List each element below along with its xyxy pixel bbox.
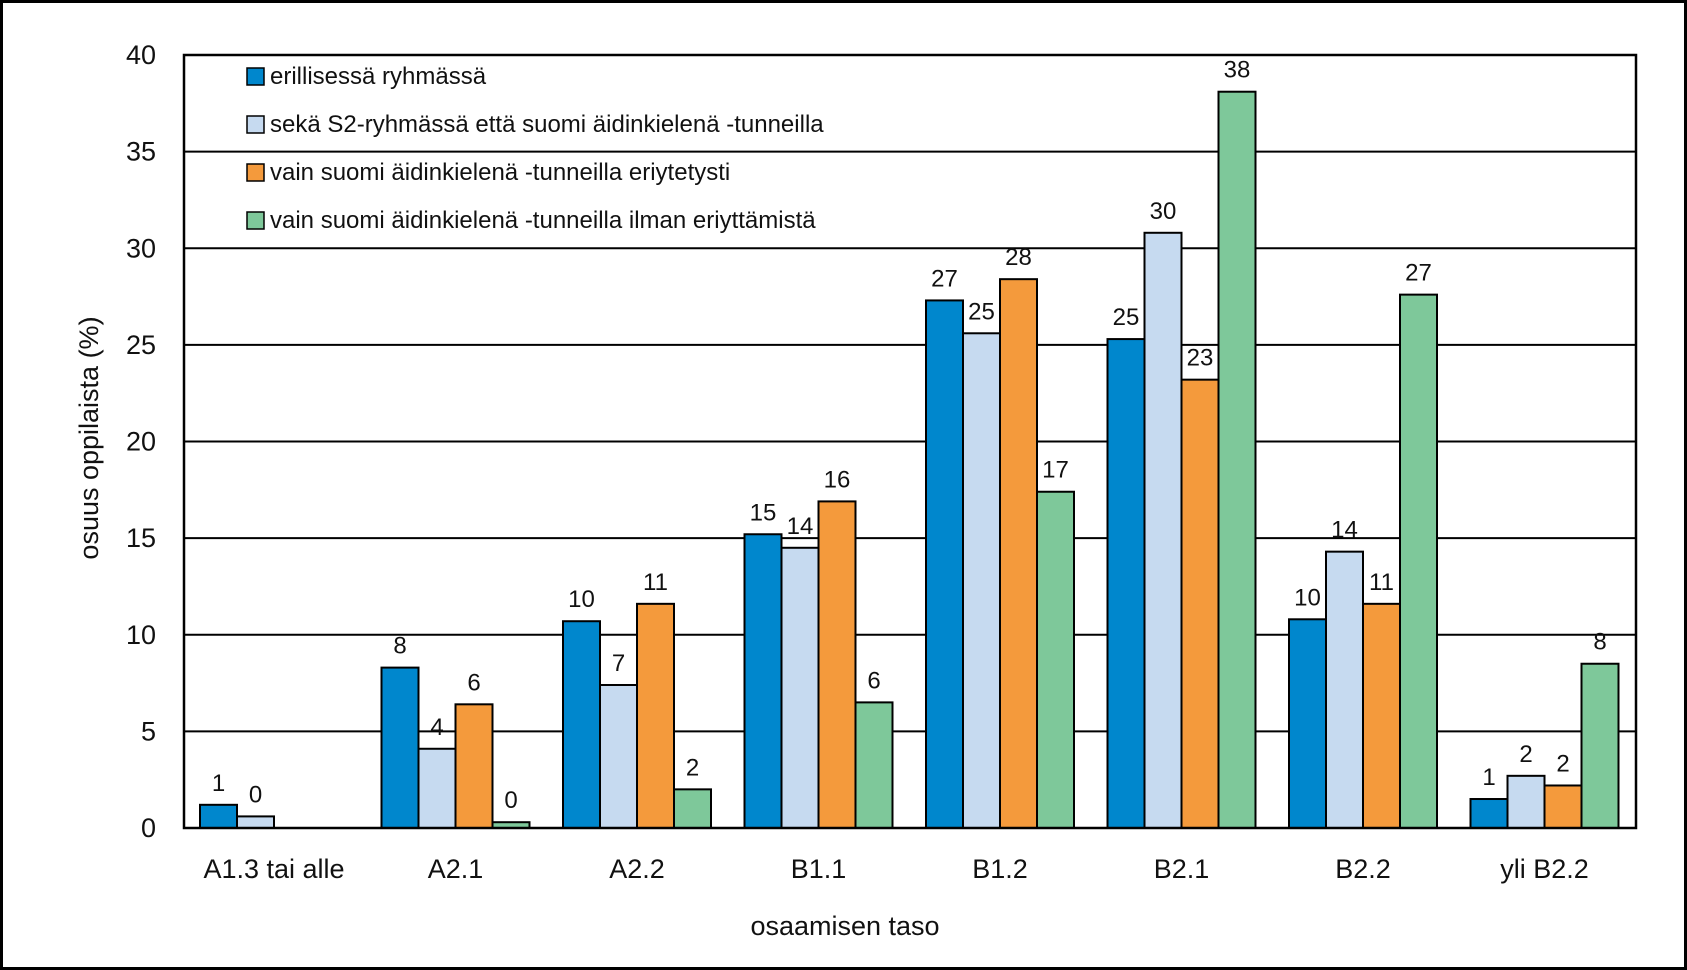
data-label: 1 [212, 770, 225, 797]
y-tick-label: 10 [126, 620, 156, 650]
data-label: 10 [1294, 584, 1321, 611]
data-label: 28 [1005, 244, 1032, 271]
y-tick-label: 35 [126, 137, 156, 167]
x-axis-categories: A1.3 tai alle A2.1 A2.2 B1.1 B1.2 B2.1 B2.2 yli… [203, 854, 1588, 884]
x-tick-label: A2.2 [609, 854, 665, 884]
data-label: 1 [1482, 764, 1495, 791]
x-tick-label: yli B2.2 [1500, 854, 1589, 884]
bar [1180, 378, 1220, 829]
data-label: 4 [430, 714, 443, 741]
bar [962, 332, 1001, 829]
y-tick-label: 0 [141, 813, 156, 843]
bar [1469, 798, 1509, 830]
data-label: 2 [686, 754, 699, 781]
bar [599, 683, 638, 829]
x-tick-label: B1.1 [791, 854, 847, 884]
legend-label: sekä S2-ryhmässä että suomi äidinkielenä… [270, 111, 824, 138]
data-labels: 1 084601071121514166272528172530233810141… [212, 57, 1607, 814]
y-tick-label: 25 [126, 330, 156, 360]
data-label: 15 [750, 499, 777, 526]
bar [562, 620, 601, 829]
data-label: 25 [968, 298, 995, 325]
bar [380, 666, 420, 829]
bar [673, 788, 712, 829]
bar [854, 701, 894, 830]
x-tick-label: A1.3 tai alle [203, 854, 344, 884]
x-tick-label: A2.1 [428, 854, 484, 884]
bar [1399, 293, 1438, 829]
x-axis-title: osaamisen taso [750, 911, 939, 941]
legend: erillisessä ryhmässä sekä S2-ryhmässä ett… [246, 63, 824, 234]
data-label: 17 [1042, 457, 1069, 484]
data-label: 2 [1519, 741, 1532, 768]
y-tick-label: 40 [126, 40, 156, 70]
data-label: 0 [504, 787, 517, 814]
legend-swatch [246, 211, 265, 230]
bar [1036, 490, 1075, 829]
bar [925, 299, 964, 829]
data-label: 27 [1405, 260, 1432, 287]
y-tick-label: 5 [141, 716, 156, 746]
bar [454, 703, 494, 830]
data-label: 8 [1593, 629, 1606, 656]
data-label: 38 [1224, 57, 1251, 84]
bar [1580, 662, 1620, 829]
data-label: 7 [612, 650, 625, 677]
data-label: 25 [1113, 304, 1140, 331]
legend-swatch [246, 115, 265, 134]
data-label: 10 [568, 586, 595, 613]
data-label: 23 [1187, 345, 1214, 372]
legend-label: erillisessä ryhmässä [270, 63, 487, 90]
bar [1288, 618, 1327, 829]
bar [636, 602, 675, 830]
y-axis-title: osuus oppilaista (%) [74, 316, 104, 559]
bar [780, 546, 820, 829]
bars [199, 90, 1620, 830]
data-label: 6 [867, 667, 880, 694]
data-label: 30 [1150, 198, 1177, 225]
legend-swatch [246, 163, 265, 182]
legend-swatch [246, 67, 265, 86]
data-label: 6 [467, 669, 480, 696]
y-tick-label: 15 [126, 523, 156, 553]
data-label: 11 [1369, 569, 1394, 596]
y-axis-ticks: 0 5 10 15 20 25 30 35 40 [126, 40, 156, 843]
bar [417, 747, 457, 830]
data-label: 27 [931, 265, 958, 292]
bar [1325, 550, 1364, 830]
data-label: 0 [249, 781, 262, 808]
data-label: 16 [824, 466, 851, 493]
bar [743, 533, 783, 829]
bar [1543, 784, 1583, 829]
data-label: 14 [787, 513, 814, 540]
bar [199, 803, 238, 829]
bar [1106, 338, 1146, 829]
bar [1143, 231, 1183, 830]
legend-label: vain suomi äidinkielenä -tunneilla ilman… [270, 207, 816, 234]
legend-label: vain suomi äidinkielenä -tunneilla eriyt… [270, 159, 730, 186]
bar [817, 500, 857, 829]
x-tick-label: B2.2 [1335, 854, 1391, 884]
data-label: 2 [1556, 750, 1569, 777]
bar [1362, 602, 1401, 830]
bar [1506, 774, 1546, 830]
data-label: 14 [1331, 517, 1358, 544]
bar [1217, 90, 1257, 829]
bar [999, 278, 1038, 830]
data-label: 8 [393, 633, 406, 660]
bar [236, 815, 275, 830]
y-tick-label: 30 [126, 233, 156, 263]
x-tick-label: B2.1 [1154, 854, 1210, 884]
x-tick-label: B1.2 [972, 854, 1028, 884]
data-label: 11 [643, 569, 668, 596]
y-tick-label: 20 [126, 427, 156, 457]
plot-area-border [182, 53, 1638, 830]
